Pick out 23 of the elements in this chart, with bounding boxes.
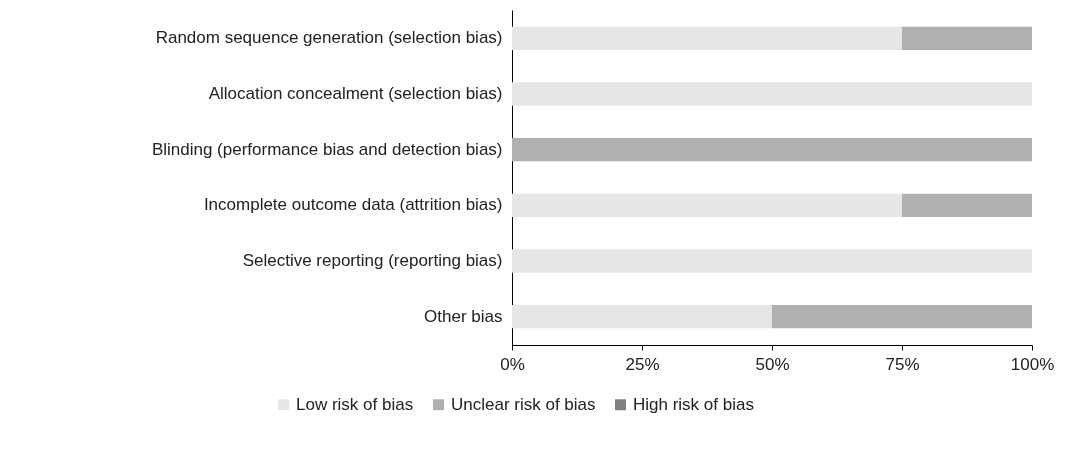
y-tick-label: Incomplete outcome data (attrition bias) xyxy=(203,195,503,215)
bar xyxy=(902,26,1032,51)
bar xyxy=(512,26,902,51)
legend-label: Unclear risk of bias xyxy=(451,394,596,414)
y-tick-label: Other bias xyxy=(424,306,503,326)
x-tick-label: 0% xyxy=(500,354,525,374)
bar xyxy=(512,82,1032,106)
bar xyxy=(512,249,1032,273)
bar xyxy=(512,137,1032,162)
bar xyxy=(512,304,772,329)
x-tick-label: 25% xyxy=(625,354,660,374)
legend-label: High risk of bias xyxy=(633,394,754,414)
bar xyxy=(772,304,1032,329)
x-tick-label: 50% xyxy=(755,354,790,374)
legend-label: Low risk of bias xyxy=(296,394,414,414)
bar xyxy=(512,193,902,218)
bar xyxy=(902,193,1032,218)
x-tick-label: 100% xyxy=(1010,354,1055,374)
y-tick-label: Blinding (performance bias and detection bias) xyxy=(151,139,503,159)
y-tick-label: Selective reporting (reporting bias) xyxy=(242,250,503,270)
y-tick-label: Allocation concealment (selection bias) xyxy=(208,84,503,104)
x-tick-label: 75% xyxy=(885,354,920,374)
y-tick-label: Random sequence generation (selection bias) xyxy=(155,28,503,48)
